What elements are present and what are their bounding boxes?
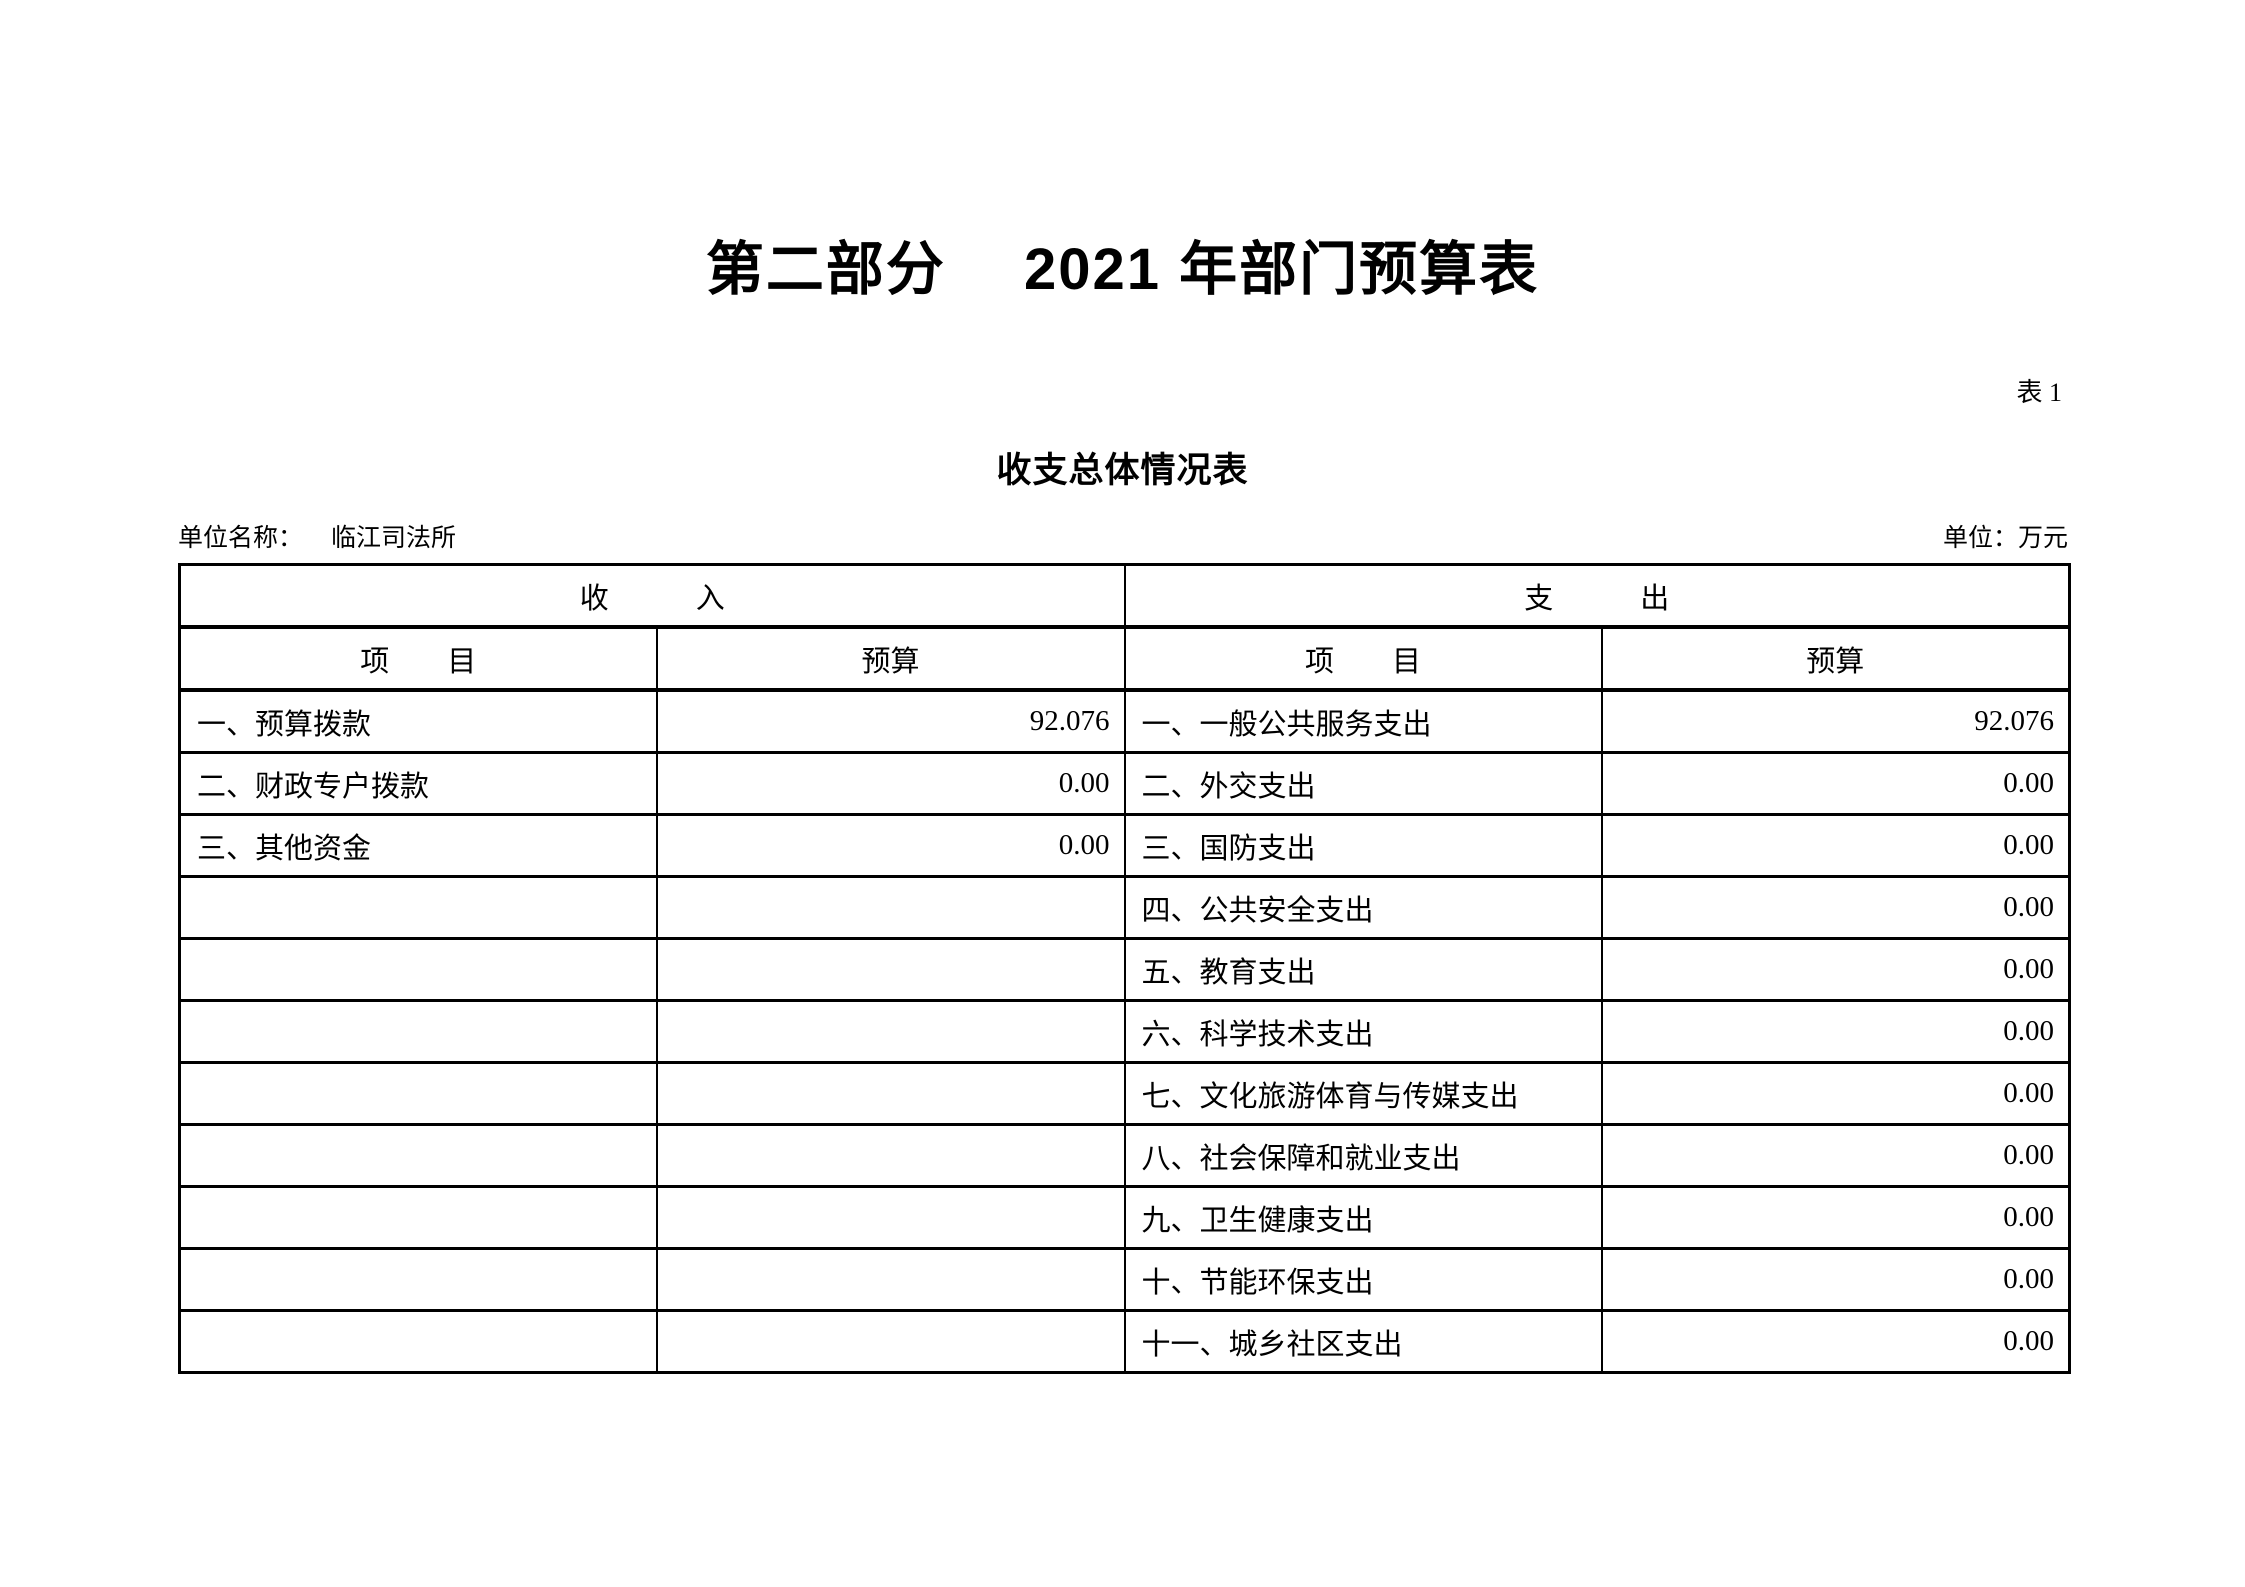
table-row: 五、教育支出 0.00 bbox=[178, 937, 2071, 1002]
income-item-cell bbox=[178, 999, 658, 1064]
expenditure-budget-cell: 0.00 bbox=[1600, 813, 2071, 878]
income-budget-cell bbox=[655, 937, 1126, 1002]
table-row: 八、社会保障和就业支出 0.00 bbox=[178, 1123, 2071, 1188]
table-row: 十一、城乡社区支出 0.00 bbox=[178, 1309, 2071, 1374]
income-item-cell bbox=[178, 937, 658, 1002]
expenditure-item-cell: 二、外交支出 bbox=[1123, 751, 1603, 816]
income-budget-cell bbox=[655, 1123, 1126, 1188]
table-row: 四、公共安全支出 0.00 bbox=[178, 875, 2071, 940]
expenditure-budget-cell: 0.00 bbox=[1600, 751, 2071, 816]
income-section-header: 收 入 bbox=[178, 563, 1126, 629]
expenditure-budget-cell: 0.00 bbox=[1600, 999, 2071, 1064]
income-item-cell bbox=[178, 1123, 658, 1188]
table-number-label: 表 1 bbox=[2016, 378, 2062, 407]
table-row: 三、其他资金 0.00 三、国防支出 0.00 bbox=[178, 813, 2071, 878]
table-column-header-row: 项 目 预算 项 目 预算 bbox=[178, 625, 2071, 692]
income-budget-cell bbox=[655, 1247, 1126, 1312]
income-budget-cell bbox=[655, 1309, 1126, 1374]
expenditure-budget-cell: 0.00 bbox=[1600, 1061, 2071, 1126]
expenditure-section-header: 支 出 bbox=[1123, 563, 2071, 629]
table-meta-row: 单位名称： 临江司法所 单位：万元 bbox=[178, 518, 2068, 554]
expenditure-budget-cell: 0.00 bbox=[1600, 1123, 2071, 1188]
expenditure-item-cell: 十、节能环保支出 bbox=[1123, 1247, 1603, 1312]
expenditure-item-header: 项 目 bbox=[1123, 625, 1603, 692]
income-budget-cell: 92.076 bbox=[655, 688, 1126, 754]
table-row: 九、卫生健康支出 0.00 bbox=[178, 1185, 2071, 1250]
unit-name-value: 临江司法所 bbox=[331, 525, 457, 552]
income-budget-cell bbox=[655, 1061, 1126, 1126]
income-item-cell bbox=[178, 1309, 658, 1374]
expenditure-budget-header: 预算 bbox=[1600, 625, 2071, 692]
unit-label: 单位：万元 bbox=[1942, 525, 2068, 552]
expenditure-item-cell: 五、教育支出 bbox=[1123, 937, 1603, 1002]
income-budget-header: 预算 bbox=[655, 625, 1126, 692]
income-budget-cell: 0.00 bbox=[655, 751, 1126, 816]
expenditure-item-cell: 九、卫生健康支出 bbox=[1123, 1185, 1603, 1250]
expenditure-budget-cell: 92.076 bbox=[1600, 688, 2071, 754]
expenditure-item-cell: 一、一般公共服务支出 bbox=[1123, 688, 1603, 754]
income-budget-cell bbox=[655, 999, 1126, 1064]
expenditure-budget-cell: 0.00 bbox=[1600, 1247, 2071, 1312]
income-item-cell bbox=[178, 1185, 658, 1250]
income-budget-cell bbox=[655, 875, 1126, 940]
income-item-cell: 二、财政专户拨款 bbox=[178, 751, 658, 816]
income-item-cell: 三、其他资金 bbox=[178, 813, 658, 878]
income-item-cell bbox=[178, 1247, 658, 1312]
page-title: 第二部分 2021 年部门预算表 bbox=[705, 237, 1540, 302]
expenditure-budget-cell: 0.00 bbox=[1600, 875, 2071, 940]
table-section-header-row: 收 入 支 出 bbox=[178, 563, 2071, 629]
expenditure-budget-cell: 0.00 bbox=[1600, 1185, 2071, 1250]
expenditure-budget-cell: 0.00 bbox=[1600, 1309, 2071, 1374]
expenditure-item-cell: 六、科学技术支出 bbox=[1123, 999, 1603, 1064]
income-budget-cell bbox=[655, 1185, 1126, 1250]
expenditure-item-cell: 七、文化旅游体育与传媒支出 bbox=[1123, 1061, 1603, 1126]
expenditure-item-cell: 四、公共安全支出 bbox=[1123, 875, 1603, 940]
table-row: 二、财政专户拨款 0.00 二、外交支出 0.00 bbox=[178, 751, 2071, 816]
unit-name-label: 单位名称： bbox=[178, 525, 304, 552]
unit-name: 单位名称： 临江司法所 bbox=[178, 518, 456, 554]
expenditure-budget-cell: 0.00 bbox=[1600, 937, 2071, 1002]
income-item-header: 项 目 bbox=[178, 625, 658, 692]
income-item-cell: 一、预算拨款 bbox=[178, 688, 658, 754]
table-title: 收支总体情况表 bbox=[996, 451, 1249, 490]
expenditure-item-cell: 十一、城乡社区支出 bbox=[1123, 1309, 1603, 1374]
income-item-cell bbox=[178, 875, 658, 940]
table-row: 十、节能环保支出 0.00 bbox=[178, 1247, 2071, 1312]
table-row: 六、科学技术支出 0.00 bbox=[178, 999, 2071, 1064]
expenditure-item-cell: 三、国防支出 bbox=[1123, 813, 1603, 878]
table-row: 一、预算拨款 92.076 一、一般公共服务支出 92.076 bbox=[178, 688, 2071, 754]
income-item-cell bbox=[178, 1061, 658, 1126]
budget-table: 收 入 支 出 项 目 预算 项 目 预算 一、预算拨款 92.076 一、一般… bbox=[178, 563, 2072, 1374]
income-budget-cell: 0.00 bbox=[655, 813, 1126, 878]
table-row: 七、文化旅游体育与传媒支出 0.00 bbox=[178, 1061, 2071, 1126]
expenditure-item-cell: 八、社会保障和就业支出 bbox=[1123, 1123, 1603, 1188]
